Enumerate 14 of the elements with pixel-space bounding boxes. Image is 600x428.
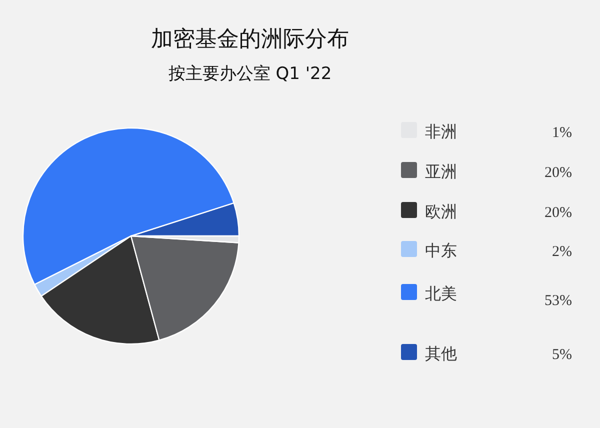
legend-label: 其他 (425, 344, 457, 363)
data-label: 20% (544, 165, 572, 181)
legend-label: 北美 (425, 284, 457, 303)
legend-label: 亚洲 (425, 162, 457, 181)
data-label: 1% (552, 125, 572, 141)
data-label: 20% (544, 205, 572, 221)
data-label: 53% (544, 293, 572, 309)
legend-label: 中东 (425, 241, 457, 260)
data-label: 5% (552, 347, 572, 363)
chart-title: 加密基金的洲际分布 (151, 27, 349, 52)
chart-subtitle: 按主要办公室 Q1 '22 (168, 64, 332, 84)
legend-label: 欧洲 (425, 202, 457, 221)
data-label: 2% (552, 244, 572, 260)
legend-label: 非洲 (425, 122, 457, 141)
